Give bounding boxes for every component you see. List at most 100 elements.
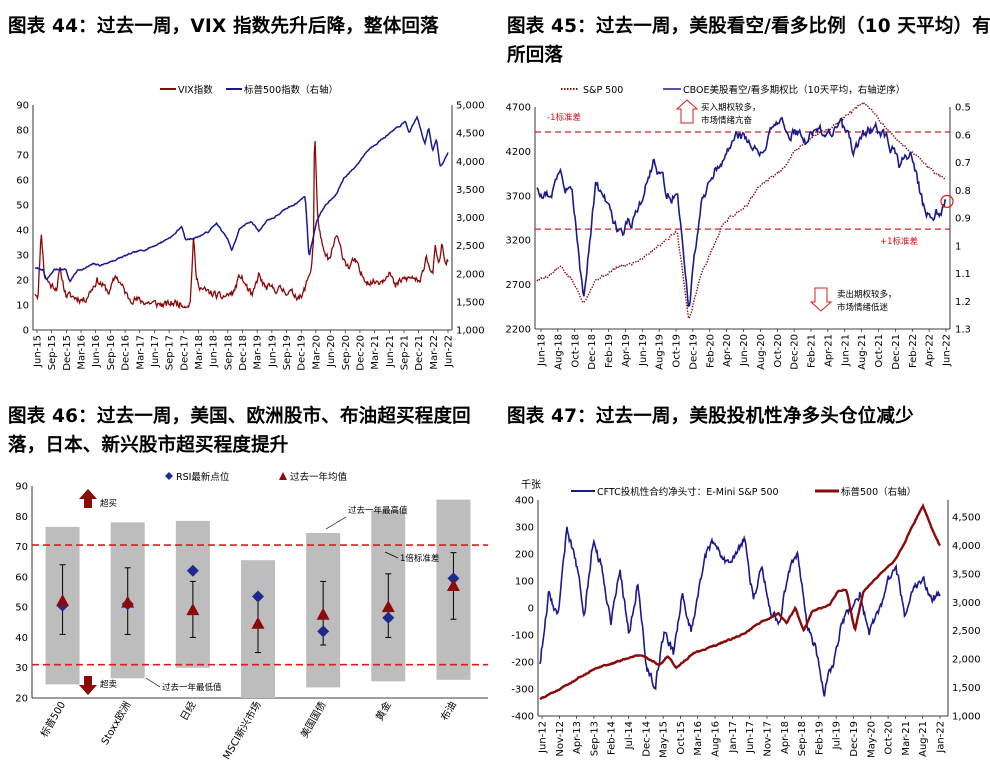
x-axis-tick-label: May-15: [659, 721, 670, 758]
chart-45-title-line2: 所回落: [507, 45, 564, 66]
right-axis-tick-label: 1.2: [955, 297, 971, 308]
right-axis-tick-label: 3,500: [952, 569, 981, 580]
up-arrow-icon: [675, 99, 699, 124]
vix-series-line: [34, 140, 449, 310]
x-axis-category-label: 日经: [177, 699, 198, 723]
x-axis-category-label: Stoxx欧洲: [99, 700, 133, 748]
right-axis-tick-label: 2,500: [952, 626, 981, 637]
rsi-latest-marker: [447, 572, 460, 585]
rsi-latest-marker: [186, 564, 199, 577]
right-axis-tick-label: 3,500: [456, 185, 485, 196]
x-axis-tick-label: Jun-21: [385, 335, 396, 368]
one-sd-leader-line: [384, 551, 399, 559]
chart-47-title: 图表 47：过去一周，美股投机性净多头仓位减少: [507, 406, 914, 427]
legend-label-putcall: CBOE美股看空/看多期权比（10天平均，右轴逆序）: [683, 84, 905, 96]
buy-annotation: 买入期权较多，: [701, 102, 761, 113]
legend-label-vix: VIX指数: [178, 84, 213, 96]
x-axis-tick-label: Sep-16: [106, 335, 117, 370]
left-axis-tick-label: 400: [515, 496, 534, 507]
x-axis-category-label: 黄金: [373, 699, 394, 723]
year-mean-marker: [56, 594, 70, 607]
x-axis-tick-label: Feb-14: [607, 721, 618, 755]
chart-45-put-call-ratio: S&P 500 CBOE美股看空/看多期权比（10天平均，右轴逆序） 2200 2…: [506, 84, 971, 370]
right-axis-tick-label: 4,500: [456, 129, 485, 140]
x-axis-tick-label: Nov-17: [762, 721, 773, 757]
plus-1-sd-label: +1标准差: [880, 236, 918, 247]
right-axis-tick-label: 5,000: [456, 101, 485, 112]
year-low-leader-line: [145, 677, 161, 688]
buy-annotation-line2: 市场情绪亢奋: [701, 115, 753, 126]
x-axis-category-label: MSCI新兴市场: [220, 699, 264, 762]
x-axis-category-label: 美国国债: [297, 699, 328, 740]
right-axis-tick-label: 0.8: [955, 186, 971, 197]
x-axis-tick-label: Apr-20: [722, 334, 733, 367]
right-axis-tick-label: 1: [955, 241, 961, 252]
legend-label-mean: 过去一年均值: [290, 471, 348, 483]
x-axis-category-label: 标普500: [37, 699, 68, 739]
right-axis-tick-label: 2,500: [456, 241, 485, 252]
x-axis-tick-label: Dec-19: [688, 334, 699, 370]
left-axis-tick-label: 30: [16, 251, 29, 262]
x-axis-tick-label: Mar-17: [135, 335, 146, 370]
rsi-latest-marker: [252, 590, 264, 603]
x-axis-tick-label: Jun-18: [537, 334, 548, 367]
x-axis-category-label: 布油: [438, 699, 459, 723]
x-axis-tick-label: May-20: [866, 721, 877, 758]
x-axis-tick-label: Dec-20: [355, 335, 366, 371]
cftc-net-position-series-line: [539, 526, 941, 697]
x-axis-tick-label: Mar-20: [311, 335, 322, 370]
chart-44-vix-vs-sp500: VIX指数 标普500指数（右轴） 0 10 20 30 40 50 60 70 80 90 1,0…: [16, 84, 485, 371]
x-axis-tick-label: Feb-21: [807, 334, 818, 368]
right-axis-tick-label: 2,000: [456, 269, 485, 280]
x-axis-tick-label: Jun-19: [267, 335, 278, 368]
oversold-arrow-icon: [79, 676, 97, 695]
left-axis-tick-label: 3700: [506, 191, 531, 202]
legend-label-sp500: S&P 500: [583, 85, 623, 96]
legend-label-rsi: RSI最新点位: [176, 471, 230, 483]
legend-label-sp500: 标普500（右轴）: [841, 486, 916, 498]
x-axis-tick-label: Sep-18: [797, 721, 808, 756]
x-axis-tick-label: Dec-18: [238, 335, 249, 371]
left-axis-tick-label: 40: [16, 226, 29, 237]
left-axis-tick-label: 10: [16, 301, 29, 312]
x-axis-tick-label: Jun-15: [33, 335, 44, 368]
x-axis-tick-label: Feb-19: [814, 721, 825, 755]
x-axis-tick-label: Sep-13: [589, 721, 600, 756]
sp500-series-line: [536, 101, 947, 321]
chart-46-rsi-overbought: RSI最新点位 过去一年均值 20 30 40 50 60 70 80 90 标普500 Stox…: [15, 471, 488, 762]
left-axis-tick-label: 80: [15, 512, 28, 523]
right-axis-tick-label: 4,500: [952, 513, 981, 524]
x-axis-tick-label: Dec-21: [891, 334, 902, 370]
x-axis-tick-label: Jul-19: [832, 721, 843, 750]
chart-47-legend: CFTC投机性合约净头寸：E-Mini S&P 500 标普500（右轴）: [571, 486, 916, 498]
right-axis-tick-label: 1,500: [456, 297, 485, 308]
one-sd-annotation: 1倍标准差: [400, 553, 439, 564]
x-axis-tick-label: Aug-21: [857, 334, 868, 370]
year-mean-marker: [316, 607, 330, 620]
right-axis-tick-label: 3,000: [952, 598, 981, 609]
x-axis-tick-label: Dec-19: [849, 721, 860, 757]
left-axis-tick-label: 60: [16, 176, 29, 187]
left-axis-tick-label: 60: [15, 572, 28, 583]
right-axis-tick-label: 2,000: [952, 655, 981, 666]
left-axis-tick-label: 2200: [506, 325, 531, 336]
rsi-latest-marker: [317, 625, 330, 638]
x-axis-tick-label: Aug-20: [756, 334, 767, 370]
legend-label-sp500: 标普500指数（右轴）: [244, 84, 338, 96]
left-axis-tick-label: 300: [515, 523, 534, 534]
right-axis-tick-label: 1.1: [955, 269, 971, 280]
x-axis-tick-label: Apr-19: [621, 334, 632, 367]
right-axis-tick-label: 1,000: [456, 326, 485, 337]
left-axis-tick-label: 20: [15, 694, 28, 705]
right-axis-tick-label: 1,000: [952, 712, 981, 723]
x-axis-tick-label: Jan-17: [728, 721, 739, 754]
x-axis-tick-label: Oct-21: [874, 334, 885, 368]
chart-46-legend: RSI最新点位 过去一年均值: [165, 471, 348, 483]
x-axis-tick-label: Mar-16: [77, 335, 88, 370]
x-axis-tick-label: Aug-21: [918, 721, 929, 757]
right-axis-tick-label: 0.9: [955, 214, 971, 225]
x-axis-tick-label: Sep-17: [165, 335, 176, 370]
right-axis-tick-label: 3,000: [456, 213, 485, 224]
x-axis-tick-label: Jan-22: [936, 721, 947, 754]
left-axis-tick-label: -400: [511, 712, 534, 723]
